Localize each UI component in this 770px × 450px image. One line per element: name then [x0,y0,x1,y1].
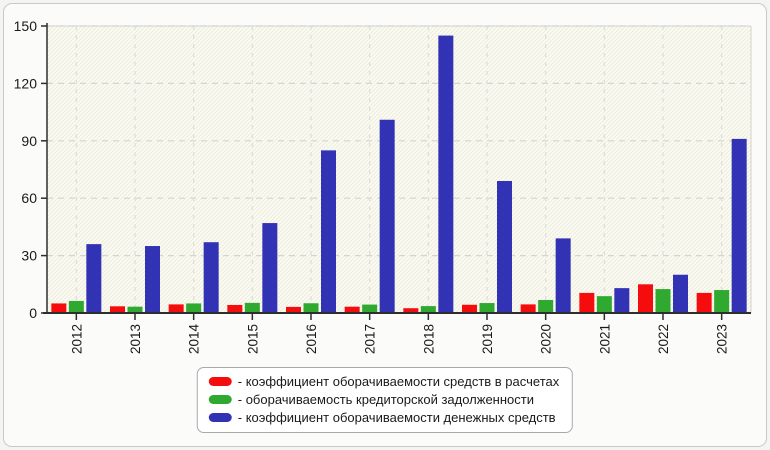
bar [579,292,595,313]
bar [379,119,395,314]
bar [555,238,571,313]
x-tick-label: 2020 [539,324,554,354]
bar [420,306,436,313]
legend-label: - оборачиваемость кредиторской задолженн… [237,392,534,407]
bars [51,35,747,314]
bar [262,223,278,313]
y-tick-label: 30 [21,248,37,264]
chart-legend: - коэффициент оборачиваемости средств в … [196,367,574,433]
x-tick-label: 2013 [128,324,143,354]
bar [596,296,612,313]
bar [344,306,360,313]
series-2 [86,35,747,314]
bar [403,308,419,313]
bar [479,303,495,313]
legend-item-cash-turnover: - коэффициент оборачиваемости денежных с… [208,410,559,425]
series-1 [68,289,730,313]
x-tick-label: 2015 [245,324,260,354]
bar [168,304,184,313]
x-tick-label: 2018 [421,324,436,354]
x-tick-label: 2023 [715,324,730,354]
y-tick-label: 60 [21,190,37,206]
bar [286,306,301,313]
x-tick-label: 2021 [597,324,612,354]
bar [321,150,336,313]
bar [538,299,554,313]
bar [110,306,125,313]
y-tick-label: 120 [14,75,38,91]
bar [655,289,671,313]
bar [86,244,102,313]
bar [51,303,67,313]
bar [638,284,653,313]
bar [731,138,747,313]
legend-item-funds-in-settlements: - коэффициент оборачиваемости средств в … [208,374,560,389]
bar [520,304,536,313]
x-axis: 2012 2013 2014 2015 2016 2017 2018 2019 2020 2021… [43,312,751,355]
bar [244,302,260,313]
bar [145,246,160,313]
legend-label: - коэффициент оборачиваемости денежных с… [237,410,556,425]
x-tick-label: 2017 [363,324,378,354]
legend-item-payables-turnover: - оборачиваемость кредиторской задолженн… [208,392,559,407]
bar [462,304,477,313]
y-axis: 0 30 60 90 120 150 [14,18,48,321]
legend-swatch-cash-turnover [208,413,232,422]
legend-label: - коэффициент оборачиваемости средств в … [237,374,560,389]
bar [127,306,143,313]
legend-swatch-funds-in-settlements [208,377,232,386]
bar [673,274,688,313]
x-tick-label: 2019 [480,324,495,354]
plot-area [47,26,751,313]
bar [438,35,454,314]
bar [696,292,712,313]
bar [203,242,219,313]
bar [186,303,202,313]
y-tick-label: 90 [21,133,37,149]
x-tick-label: 2016 [304,324,319,354]
bar [227,304,243,313]
bar [714,290,730,313]
bar [497,180,512,313]
bar [303,303,319,313]
x-tick-label: 2014 [187,324,202,355]
series-0 [51,284,712,313]
bar [614,288,630,313]
y-tick-label: 150 [14,18,38,34]
y-tick-label: 0 [29,305,37,321]
x-tick-label: 2012 [69,324,84,354]
bar [362,304,378,313]
vertical-gridlines [75,26,723,313]
legend-swatch-payables-turnover [208,395,232,404]
bar [68,300,84,313]
x-tick-label: 2022 [656,324,671,354]
